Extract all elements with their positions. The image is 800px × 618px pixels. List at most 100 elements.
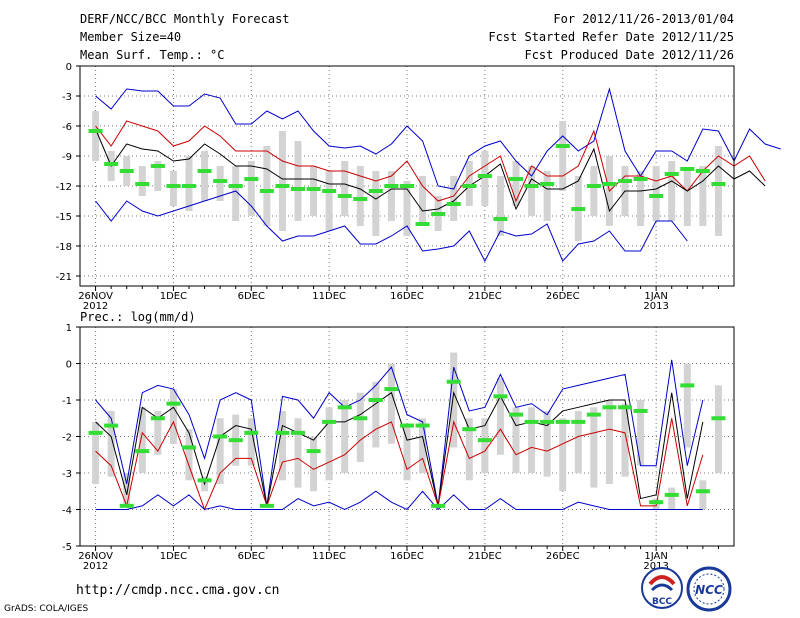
x-tick-label: 26DEC: [546, 551, 580, 562]
ensemble-box: [278, 410, 286, 481]
median-mark: [291, 430, 305, 435]
ensemble-box: [325, 407, 333, 481]
ensemble-box: [325, 171, 333, 231]
median-mark: [213, 434, 228, 439]
precip-label: Prec.: log(mm/d): [80, 310, 196, 324]
ensemble-box: [714, 385, 722, 473]
median-mark: [446, 379, 461, 384]
ensemble-box: [559, 418, 567, 492]
median-mark: [431, 503, 446, 508]
ensemble-box: [92, 111, 100, 161]
ensemble-box: [621, 403, 629, 477]
median-mark: [88, 430, 103, 435]
median-mark: [353, 416, 368, 421]
median-mark: [711, 182, 726, 186]
median-mark: [275, 430, 290, 435]
ensemble-box: [465, 418, 473, 481]
y-tick-label: -15: [56, 212, 72, 223]
y-tick-label: -9: [62, 152, 72, 163]
median-mark: [477, 438, 492, 443]
median-mark: [400, 423, 414, 428]
y-tick-label: -3: [62, 469, 72, 480]
median-mark: [602, 405, 617, 410]
ensemble-box: [574, 410, 582, 473]
y-tick-label: -4: [62, 506, 72, 517]
ensemble-box: [481, 418, 489, 473]
series-line-min: [95, 87, 781, 190]
median-mark: [586, 184, 601, 188]
ensemble-box: [387, 363, 395, 444]
median-mark: [695, 169, 710, 173]
ensemble-box: [138, 166, 146, 196]
median-mark: [244, 177, 259, 181]
ensemble-box: [528, 166, 536, 216]
y-tick-label: 0: [66, 360, 72, 371]
median-mark: [306, 187, 321, 191]
ensemble-box: [637, 400, 645, 466]
median-mark: [197, 478, 212, 483]
x-tick-year: 2013: [643, 301, 668, 312]
ensemble-box: [185, 156, 193, 211]
median-mark: [353, 197, 368, 201]
ensemble-box: [714, 146, 722, 236]
median-mark: [555, 419, 570, 424]
y-tick-label: 1: [66, 323, 72, 334]
median-mark: [259, 503, 274, 508]
x-tick-year: 2012: [83, 561, 108, 572]
ensemble-box: [590, 166, 598, 216]
median-mark: [119, 169, 134, 173]
median-mark: [337, 405, 352, 410]
ensemble-box: [668, 487, 676, 510]
x-tick-label: 16DEC: [390, 291, 424, 302]
ensemble-box: [387, 171, 395, 221]
ensemble-box: [92, 421, 100, 484]
ensemble-box: [310, 436, 318, 492]
ensemble-box: [372, 381, 380, 448]
median-mark: [462, 184, 477, 188]
median-mark: [182, 184, 196, 188]
series-line-max: [95, 190, 688, 263]
median-mark: [291, 187, 305, 191]
ensemble-box: [247, 418, 255, 466]
y-tick-label: -12: [56, 182, 72, 193]
ensemble-box: [652, 166, 660, 221]
median-mark: [275, 184, 290, 188]
median-mark: [633, 408, 648, 413]
series-line-lower: [95, 418, 704, 511]
x-tick-label: 6DEC: [238, 551, 265, 562]
ensemble-box: [403, 425, 411, 481]
median-mark: [649, 194, 664, 198]
source-url[interactable]: http://cmdp.ncc.cma.gov.cn: [76, 583, 280, 598]
x-tick-label: 1DEC: [160, 291, 187, 302]
median-mark: [228, 184, 243, 188]
ncc-logo: NCC: [686, 566, 732, 612]
ensemble-box: [637, 171, 645, 226]
median-mark: [166, 401, 181, 406]
ensemble-box: [201, 151, 209, 201]
median-mark: [384, 387, 399, 392]
ensemble-box: [263, 146, 271, 226]
ensemble-box: [419, 418, 427, 473]
y-tick-label: -21: [56, 272, 72, 283]
median-mark: [540, 419, 555, 424]
x-tick-label: 11DEC: [312, 551, 346, 562]
median-mark: [104, 423, 119, 428]
ensemble-box: [668, 161, 676, 221]
ensemble-box: [169, 171, 177, 206]
median-mark: [384, 184, 399, 188]
ensemble-box: [559, 121, 567, 191]
ensemble-box: [278, 131, 286, 231]
ensemble-box: [403, 181, 411, 236]
bcc-logo: BCC: [640, 566, 684, 610]
ensemble-box: [216, 418, 224, 484]
median-mark: [664, 492, 679, 497]
x-tick-label: 1JAN: [644, 551, 667, 562]
median-mark: [571, 419, 586, 424]
x-tick-label: 16DEC: [390, 551, 424, 562]
median-mark: [400, 184, 414, 188]
median-mark: [322, 419, 337, 424]
bcc-logo-text: BCC: [652, 597, 672, 607]
median-mark: [104, 162, 119, 166]
ensemble-box: [294, 141, 302, 221]
median-mark: [337, 194, 352, 198]
